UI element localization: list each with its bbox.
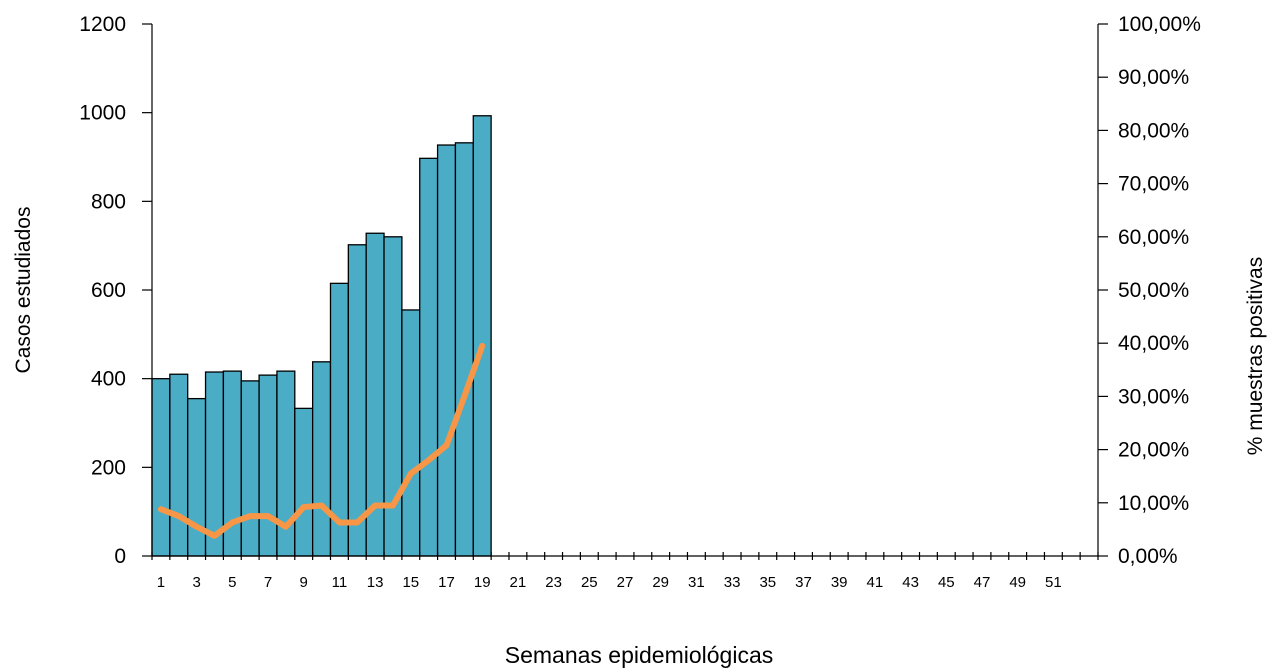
y-right-tick-label: 10,00% xyxy=(1118,492,1189,515)
x-tick-label: 5 xyxy=(228,574,236,591)
x-tick-label: 25 xyxy=(581,574,598,591)
x-tick-label: 47 xyxy=(974,574,991,591)
y-right-tick-label: 20,00% xyxy=(1118,439,1189,462)
y-right-tick-label: 60,00% xyxy=(1118,226,1189,249)
x-tick-label: 1 xyxy=(157,574,165,591)
axes-layer xyxy=(142,23,1108,560)
labels-layer: 0 200 400 600 800 1000 1200 0,00% 10,00% 20,00% 30… xyxy=(12,13,1267,668)
y-left-tick-label: 0 xyxy=(114,545,126,568)
bar-week-18 xyxy=(454,142,474,557)
y-left-tick-label: 1000 xyxy=(79,102,126,125)
x-tick-label: 37 xyxy=(795,574,812,591)
x-tick-label: 29 xyxy=(652,574,669,591)
x-tick-label: 7 xyxy=(264,574,272,591)
positivity-point-week-12 xyxy=(356,521,358,523)
y-right-tick-label: 100,00% xyxy=(1118,13,1201,36)
y-right-tick-label: 30,00% xyxy=(1118,385,1189,408)
bar-week-10 xyxy=(311,361,332,557)
bar-week-6 xyxy=(240,380,260,557)
x-tick-label: 9 xyxy=(300,574,308,591)
positivity-point-week-14 xyxy=(392,504,394,506)
positivity-point-week-2 xyxy=(178,515,180,517)
x-tick-label: 39 xyxy=(831,574,848,591)
x-tick-label: 21 xyxy=(510,574,527,591)
bar-week-12 xyxy=(347,244,367,557)
x-tick-label: 33 xyxy=(724,574,741,591)
y-left-tick-label: 400 xyxy=(91,368,126,391)
y-right-title: % muestras positivas xyxy=(1244,257,1267,455)
x-tick-label: 15 xyxy=(402,574,419,591)
x-tick-label: 31 xyxy=(688,574,705,591)
x-tick-label: 35 xyxy=(759,574,776,591)
positivity-point-week-10 xyxy=(321,504,323,506)
positivity-point-week-15 xyxy=(410,473,412,475)
positivity-point-week-3 xyxy=(196,526,198,528)
y-right-tick-label: 70,00% xyxy=(1118,173,1189,196)
x-tick-label: 51 xyxy=(1045,574,1062,591)
y-left-tick-label: 600 xyxy=(91,279,126,302)
positivity-point-week-17 xyxy=(446,444,448,446)
positivity-point-week-16 xyxy=(428,459,430,461)
bar-week-9 xyxy=(294,407,314,557)
x-tick-label: 19 xyxy=(474,574,491,591)
positivity-point-week-6 xyxy=(249,515,251,517)
x-tick-label: 41 xyxy=(867,574,884,591)
bar-week-15 xyxy=(401,309,421,557)
y-left-tick-label: 1200 xyxy=(79,13,126,36)
y-right-tick-label: 80,00% xyxy=(1118,119,1189,142)
positivity-point-week-7 xyxy=(267,515,269,517)
x-tick-label: 11 xyxy=(332,574,348,591)
x-tick-label: 49 xyxy=(1009,574,1026,591)
positivity-point-week-9 xyxy=(303,506,305,508)
bars-layer xyxy=(151,115,492,557)
bar-week-17 xyxy=(436,144,457,557)
bar-week-2 xyxy=(169,373,189,557)
positivity-point-week-8 xyxy=(285,526,287,528)
positivity-point-week-18 xyxy=(463,395,465,397)
bar-week-16 xyxy=(419,157,439,557)
y-right-tick-label: 40,00% xyxy=(1118,332,1189,355)
x-tick-label: 45 xyxy=(938,574,955,591)
positivity-point-week-4 xyxy=(213,535,215,537)
y-left-tick-label: 200 xyxy=(91,456,126,479)
bar-week-1 xyxy=(151,378,171,557)
positivity-point-week-1 xyxy=(160,508,162,510)
y-right-tick-label: 50,00% xyxy=(1118,279,1189,302)
bar-week-7 xyxy=(258,374,278,557)
positivity-point-week-5 xyxy=(231,521,233,523)
y-left-title: Casos estudiados xyxy=(12,207,35,374)
y-left-tick-label: 800 xyxy=(91,190,126,213)
x-tick-label: 23 xyxy=(545,574,562,591)
positivity-point-week-19 xyxy=(481,345,483,347)
y-right-tick-label: 90,00% xyxy=(1118,66,1189,89)
line-layer xyxy=(157,342,486,539)
x-axis-title: Semanas epidemiológicas xyxy=(505,642,774,668)
bar-week-19 xyxy=(472,115,492,557)
positivity-point-week-13 xyxy=(374,504,376,506)
y-right-tick-label: 0,00% xyxy=(1118,545,1178,568)
positivity-point-week-11 xyxy=(338,521,340,523)
x-tick-label: 17 xyxy=(438,574,455,591)
x-tick-label: 43 xyxy=(902,574,919,591)
x-tick-label: 27 xyxy=(617,574,634,591)
x-tick-label: 13 xyxy=(367,574,384,591)
x-tick-label: 3 xyxy=(192,574,200,591)
